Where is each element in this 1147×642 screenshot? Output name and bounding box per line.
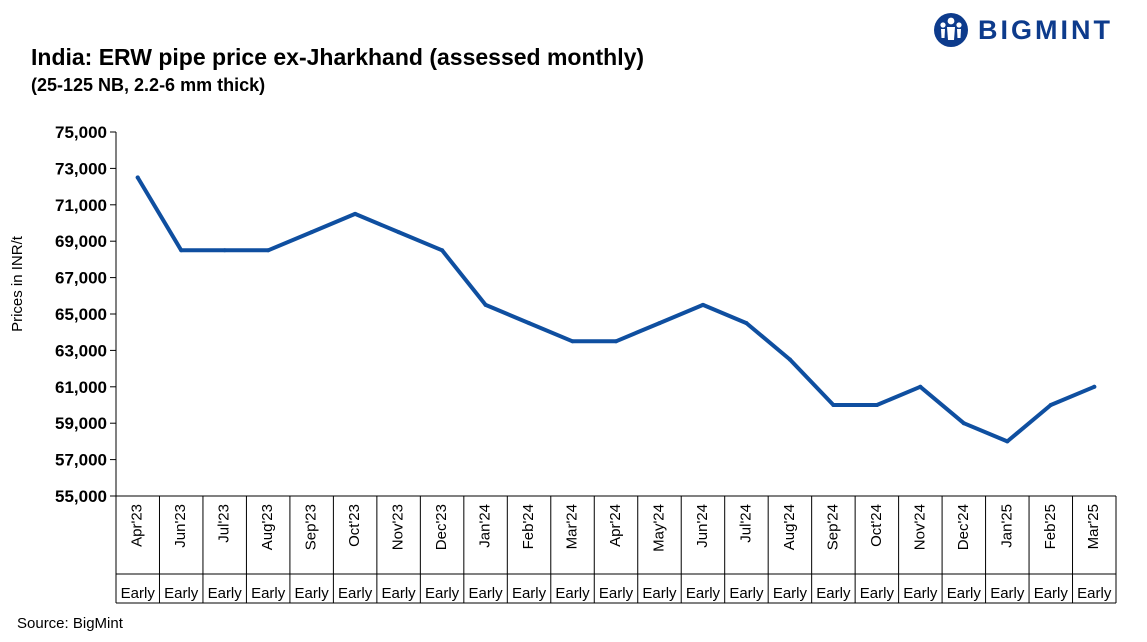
bigmint-figure-icon xyxy=(934,13,968,47)
chart-title: India: ERW pipe price ex-Jharkhand (asse… xyxy=(31,44,645,70)
logo-text: BIGMINT xyxy=(978,14,1113,45)
x-subcategory-label: Early xyxy=(860,585,895,602)
x-subcategory-label: Early xyxy=(642,585,677,602)
data-point xyxy=(831,403,836,407)
x-tick-label: May'24 xyxy=(650,504,667,552)
data-point xyxy=(483,302,488,307)
series-layer xyxy=(135,175,1097,444)
chart-axes xyxy=(115,132,1117,604)
x-subcategory-label: Early xyxy=(729,585,764,602)
data-point xyxy=(135,175,140,180)
data-point xyxy=(918,384,923,389)
x-tick-label: Mar'25 xyxy=(1085,504,1102,549)
x-tick-label: Sep'23 xyxy=(303,504,320,550)
x-subcategory-label: Early xyxy=(382,585,417,602)
x-subcategory-label: Early xyxy=(338,585,373,602)
x-subcategory-label: Early xyxy=(990,585,1025,602)
y-tick-label: 73,000 xyxy=(55,159,107,178)
x-subcategory-label: Early xyxy=(251,585,286,602)
x-subcategory-label: Early xyxy=(816,585,851,602)
data-point xyxy=(874,403,879,407)
y-tick-label: 71,000 xyxy=(55,196,107,215)
data-point xyxy=(309,230,314,235)
data-point xyxy=(179,248,184,253)
x-subcategory-label: Early xyxy=(468,585,503,602)
source-note: Source: BigMint xyxy=(17,615,123,632)
x-tick-label: Nov'24 xyxy=(911,504,928,550)
data-point xyxy=(1005,439,1010,444)
x-tick-label: Mar'24 xyxy=(563,504,580,549)
data-point xyxy=(440,248,445,253)
x-tick-label: Aug'24 xyxy=(781,504,798,550)
data-point xyxy=(657,321,662,326)
x-subcategory-label: Early xyxy=(425,585,460,602)
x-tick-label: Dec'24 xyxy=(955,504,972,550)
x-subcategory-label: Early xyxy=(773,585,808,602)
data-point xyxy=(222,248,227,253)
x-tick-label: Apr'23 xyxy=(129,504,146,547)
y-tick-label: 65,000 xyxy=(55,305,107,324)
x-tick-label: Oct'23 xyxy=(346,504,363,547)
x-tick-label: Jan'25 xyxy=(998,504,1015,548)
y-tick-label: 57,000 xyxy=(55,451,107,470)
series-line xyxy=(135,175,1097,444)
x-tick-label: Jun'23 xyxy=(172,504,189,548)
data-point xyxy=(700,302,705,307)
x-subcategory-label: Early xyxy=(599,585,634,602)
y-tick-label: 63,000 xyxy=(55,341,107,360)
data-point xyxy=(1092,384,1097,389)
data-point xyxy=(787,357,792,362)
data-point xyxy=(744,321,749,326)
x-subcategory-label: Early xyxy=(121,585,156,602)
x-subcategory-label: Early xyxy=(164,585,199,602)
x-subcategory-label: Early xyxy=(686,585,721,602)
x-tick-label: Jul'24 xyxy=(737,504,754,543)
data-point xyxy=(353,211,358,216)
x-tick-label: Feb'25 xyxy=(1042,504,1059,549)
x-tick-label: Nov'23 xyxy=(390,504,407,550)
y-axis-ticks: 55,000 57,000 59,000 61,000 63,000 65,000 67,0… xyxy=(55,123,116,506)
x-subcategory-label: Early xyxy=(903,585,938,602)
x-tick-label: Jun'24 xyxy=(694,504,711,548)
x-subcategory-label: Early xyxy=(208,585,243,602)
x-tick-label: Apr'24 xyxy=(607,504,624,547)
data-point xyxy=(396,230,401,235)
x-tick-label: Sep'24 xyxy=(824,504,841,550)
x-tick-label: Jan'24 xyxy=(477,504,494,548)
y-tick-label: 55,000 xyxy=(55,487,107,506)
y-tick-label: 69,000 xyxy=(55,232,107,251)
x-subcategory-label: Early xyxy=(295,585,330,602)
data-point xyxy=(266,248,271,253)
y-tick-label: 75,000 xyxy=(55,123,107,142)
chart-subtitle: (25-125 NB, 2.2-6 mm thick) xyxy=(31,75,266,95)
y-tick-label: 59,000 xyxy=(55,414,107,433)
x-axis-categories: Apr'23 Early Jun'23 Early Jul'23 Early Aug'23 E… xyxy=(121,496,1112,603)
x-subcategory-label: Early xyxy=(512,585,547,602)
x-subcategory-label: Early xyxy=(947,585,982,602)
y-tick-label: 67,000 xyxy=(55,269,107,288)
x-tick-label: Oct'24 xyxy=(868,504,885,547)
x-subcategory-label: Early xyxy=(1077,585,1112,602)
x-tick-label: Feb'24 xyxy=(520,504,537,549)
x-tick-label: Jul'23 xyxy=(216,504,233,543)
data-point xyxy=(570,339,575,344)
data-point xyxy=(1048,403,1053,407)
bigmint-logo: BIGMINT xyxy=(932,10,1113,50)
x-tick-label: Dec'23 xyxy=(433,504,450,550)
data-point xyxy=(961,421,966,426)
x-subcategory-label: Early xyxy=(1034,585,1069,602)
data-point xyxy=(614,339,618,344)
data-point xyxy=(527,321,532,326)
y-tick-label: 61,000 xyxy=(55,378,107,397)
x-subcategory-label: Early xyxy=(555,585,590,602)
y-axis-label: Prices in INR/t xyxy=(9,235,26,332)
x-tick-label: Aug'23 xyxy=(259,504,276,550)
